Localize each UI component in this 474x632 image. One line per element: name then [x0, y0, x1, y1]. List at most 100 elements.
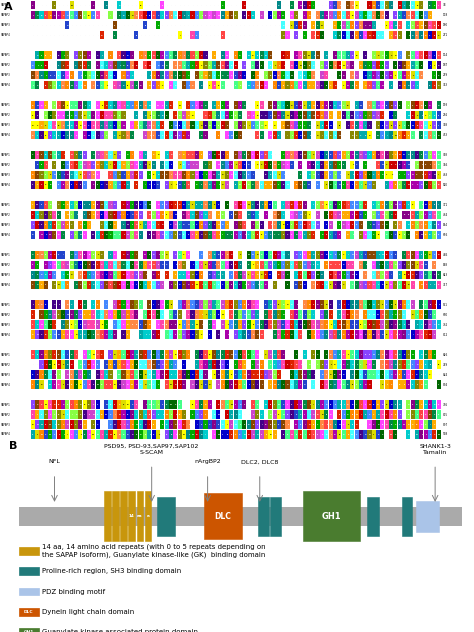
- Bar: [324, 200, 328, 209]
- Text: R: R: [179, 414, 181, 415]
- Bar: [117, 260, 121, 269]
- Text: N: N: [67, 304, 68, 305]
- Bar: [139, 11, 143, 20]
- Bar: [255, 51, 259, 59]
- Bar: [372, 81, 376, 89]
- Bar: [100, 380, 104, 389]
- Text: C: C: [214, 234, 215, 235]
- Text: L: L: [36, 414, 38, 415]
- Text: D: D: [309, 234, 310, 235]
- Bar: [61, 331, 65, 339]
- Bar: [419, 31, 423, 39]
- Bar: [39, 360, 44, 369]
- Text: S: S: [231, 374, 232, 375]
- Text: F: F: [222, 354, 224, 355]
- Text: .: .: [257, 25, 258, 26]
- Text: F: F: [145, 314, 146, 315]
- Bar: [260, 370, 264, 379]
- Text: I: I: [67, 434, 68, 435]
- Text: M: M: [209, 125, 211, 126]
- Text: T: T: [278, 64, 280, 66]
- Bar: [113, 360, 117, 369]
- Text: L: L: [403, 15, 405, 16]
- Text: Q: Q: [382, 54, 383, 56]
- Text: S: S: [192, 314, 193, 315]
- Bar: [44, 300, 48, 309]
- Bar: [82, 231, 87, 239]
- Text: S: S: [123, 334, 124, 335]
- Bar: [186, 300, 190, 309]
- Text: K: K: [261, 224, 263, 226]
- Text: I: I: [110, 15, 111, 16]
- Bar: [147, 101, 151, 109]
- Text: M: M: [283, 414, 284, 415]
- Bar: [212, 430, 216, 439]
- Text: A: A: [309, 274, 310, 276]
- Text: C: C: [162, 54, 163, 56]
- Text: L: L: [101, 274, 102, 276]
- Text: Y: Y: [274, 434, 275, 435]
- Bar: [342, 11, 346, 20]
- Text: G: G: [140, 125, 142, 126]
- Text: M: M: [360, 154, 362, 155]
- Bar: [350, 310, 354, 319]
- Bar: [415, 221, 419, 229]
- Text: W: W: [408, 164, 410, 166]
- Bar: [87, 51, 91, 59]
- Bar: [294, 410, 298, 419]
- Bar: [251, 300, 255, 309]
- Bar: [74, 260, 78, 269]
- Bar: [367, 171, 372, 179]
- Bar: [376, 420, 380, 428]
- Text: D: D: [45, 64, 46, 66]
- Text: N: N: [149, 125, 150, 126]
- Text: R: R: [416, 324, 418, 325]
- Text: N: N: [222, 54, 224, 56]
- Text: Y: Y: [339, 404, 340, 405]
- Text: K: K: [283, 234, 284, 235]
- Text: Y: Y: [399, 304, 401, 305]
- Bar: [48, 210, 52, 219]
- Text: W: W: [92, 434, 94, 435]
- Text: A: A: [41, 125, 42, 126]
- Bar: [437, 320, 441, 329]
- Text: M: M: [49, 364, 51, 365]
- Bar: [363, 51, 367, 59]
- Bar: [381, 101, 384, 109]
- Text: E: E: [278, 104, 280, 106]
- Bar: [100, 111, 104, 119]
- Text: .: .: [50, 25, 51, 26]
- Bar: [126, 221, 130, 229]
- Text: Y: Y: [300, 374, 301, 375]
- Text: S: S: [421, 314, 422, 315]
- Bar: [74, 210, 78, 219]
- Bar: [74, 310, 78, 319]
- Text: C: C: [403, 364, 405, 365]
- Text: A: A: [391, 54, 392, 56]
- Text: M: M: [373, 224, 375, 226]
- Bar: [277, 221, 281, 229]
- Text: Y: Y: [317, 174, 319, 176]
- Bar: [199, 350, 203, 359]
- Text: P: P: [239, 174, 241, 176]
- Bar: [398, 360, 402, 369]
- Bar: [203, 210, 208, 219]
- Bar: [290, 151, 294, 159]
- Bar: [135, 221, 138, 229]
- Bar: [337, 161, 341, 169]
- Bar: [87, 210, 91, 219]
- Bar: [385, 71, 389, 80]
- Bar: [255, 320, 259, 329]
- Text: G: G: [347, 274, 349, 276]
- Text: P: P: [32, 414, 34, 415]
- Bar: [195, 281, 199, 289]
- Bar: [104, 270, 108, 279]
- Text: W: W: [317, 274, 319, 276]
- Bar: [406, 51, 410, 59]
- Bar: [355, 430, 359, 439]
- Text: Q: Q: [403, 314, 405, 315]
- Bar: [135, 181, 138, 189]
- Text: C: C: [32, 5, 34, 6]
- Text: V: V: [188, 334, 189, 335]
- Bar: [437, 200, 441, 209]
